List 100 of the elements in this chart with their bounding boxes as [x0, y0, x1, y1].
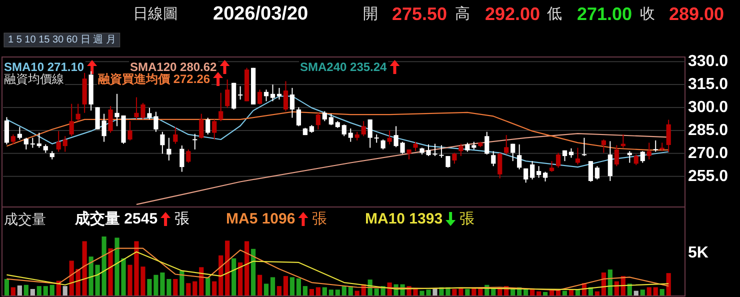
bar [43, 286, 48, 296]
chart-title: 日線圖 [133, 6, 178, 22]
candlestick [524, 168, 528, 184]
bar [69, 260, 74, 296]
bar [180, 270, 184, 296]
candlestick [10, 134, 16, 145]
candlestick [510, 143, 516, 162]
series-label: 成交量 2545 [74, 210, 158, 228]
bar [283, 276, 288, 296]
candlestick [36, 132, 42, 148]
bar [257, 274, 262, 296]
bar [50, 284, 54, 296]
candlestick [62, 136, 68, 152]
candlestick [264, 89, 269, 102]
candlestick [614, 144, 619, 167]
candlestick [542, 171, 548, 182]
candlestick [575, 147, 580, 165]
candlestick [218, 92, 224, 122]
text: SMA10 271.10 [4, 60, 84, 74]
text: 張 [312, 210, 328, 228]
y-tick-label: 270.0 [688, 144, 728, 162]
bar [335, 290, 340, 296]
chart-subtitle: 2026/03/20 [213, 4, 308, 24]
candlestick [491, 150, 496, 167]
y-tick-label: 255.0 [688, 168, 728, 185]
text: 5K [688, 244, 709, 262]
bar [458, 288, 464, 296]
bar [536, 291, 542, 296]
candlestick [594, 166, 600, 180]
candlestick [17, 126, 22, 140]
text: 1 5 10 15 30 60 日 週 月 [8, 34, 116, 46]
bar [432, 288, 438, 296]
candlestick [283, 80, 288, 112]
bar [465, 289, 470, 296]
candlestick [128, 120, 132, 141]
candlestick [206, 117, 210, 135]
bar [173, 278, 178, 296]
text: 275.50 [392, 4, 448, 24]
candlestick [465, 142, 470, 152]
candlestick [536, 166, 542, 178]
bar [342, 286, 346, 296]
annotation: 融資均價線 [4, 72, 64, 86]
bar [218, 255, 224, 296]
candlestick [588, 160, 594, 182]
candlestick [380, 139, 386, 150]
candlestick [530, 160, 535, 180]
y-tick-label: 285.0 [688, 122, 728, 139]
text: SMA120 280.62 [130, 60, 218, 74]
candlestick [238, 86, 243, 100]
text: 高 [455, 6, 470, 22]
bar [199, 267, 204, 296]
bar [250, 248, 256, 296]
bar [374, 288, 379, 296]
candlestick [634, 154, 638, 166]
candlestick [166, 137, 172, 161]
bar [660, 289, 664, 296]
text: 張 [460, 210, 475, 228]
bar [160, 272, 165, 296]
bar [653, 287, 658, 296]
bar [634, 290, 638, 296]
candlestick [368, 118, 372, 148]
candlestick [69, 103, 74, 137]
text: 292.00 [485, 4, 540, 24]
bar [575, 290, 580, 296]
bar [594, 291, 600, 296]
bar [30, 289, 35, 296]
text: MA10 1393 [365, 210, 443, 228]
bar [568, 290, 574, 296]
candlestick [342, 124, 346, 137]
candlestick [199, 113, 204, 139]
candlestick [653, 140, 658, 152]
candlestick [601, 139, 606, 154]
bar [472, 288, 476, 296]
candlestick [322, 110, 327, 122]
bar [17, 285, 22, 296]
candlestick [582, 137, 587, 157]
text: 張 [174, 210, 190, 228]
candlestick [413, 141, 418, 152]
bar [108, 248, 113, 296]
bar [452, 289, 457, 296]
candlestick [24, 137, 28, 150]
bar [192, 281, 198, 296]
text: 低 [547, 6, 562, 22]
bar [232, 258, 236, 296]
candlestick [387, 130, 392, 145]
candlestick [56, 130, 61, 152]
bar [666, 273, 671, 296]
candlestick [76, 103, 80, 122]
bar [244, 241, 250, 296]
bar [270, 277, 276, 296]
candlestick [446, 156, 450, 168]
candlestick [108, 106, 113, 134]
bar [542, 292, 548, 296]
bar [36, 286, 42, 296]
bar [166, 278, 172, 296]
candlestick [517, 144, 522, 170]
candlestick [439, 144, 444, 158]
bar [186, 283, 191, 296]
candlestick [192, 133, 198, 150]
candlestick [608, 140, 612, 182]
